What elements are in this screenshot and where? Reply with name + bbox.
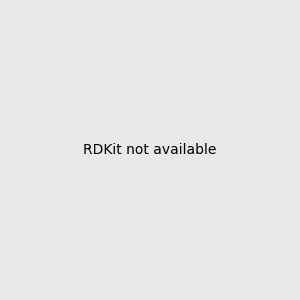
Text: RDKit not available: RDKit not available: [83, 143, 217, 157]
